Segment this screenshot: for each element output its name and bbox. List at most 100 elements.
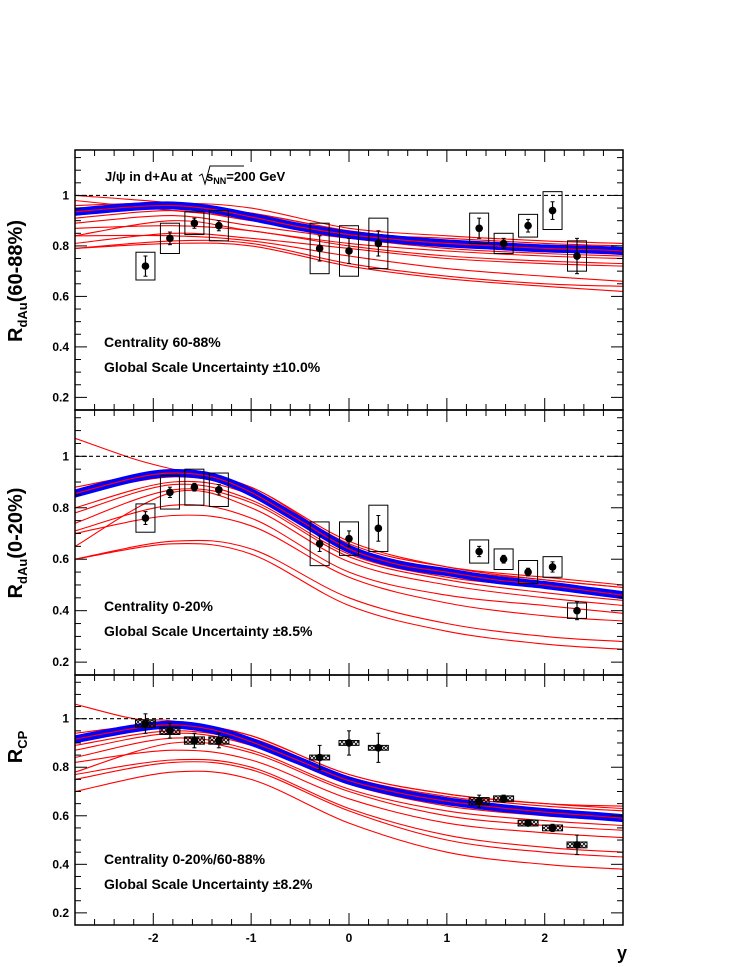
data-marker	[548, 206, 557, 215]
model-variation-curve	[75, 437, 623, 589]
x-tick-label: -2	[148, 931, 159, 945]
systematic-box	[368, 504, 389, 553]
sqrt-sign	[198, 165, 244, 186]
y-tick-label: 0.8	[52, 760, 69, 774]
model-curves-middle	[75, 437, 623, 650]
y-tick-label: 0.6	[52, 552, 69, 566]
data-point	[367, 732, 389, 763]
data-marker	[499, 239, 508, 248]
data-marker	[315, 753, 324, 762]
data-marker	[315, 539, 324, 548]
y-axis-label-sub: dAu	[15, 302, 30, 327]
panel-bottom: 0.2 0.4 0.6 0.8 1 Centrality 0-20%/60-88% Gl…	[5, 674, 624, 926]
systematic-box	[208, 472, 229, 507]
model-variation-curve	[75, 770, 623, 870]
data-marker	[141, 514, 150, 522]
y-axis-label-main: R	[5, 583, 27, 598]
x-axis-tick-labels: -2 -1 0 1 2	[148, 931, 548, 945]
model-variation-curve	[75, 488, 623, 601]
y-tick-label: 0.2	[52, 655, 69, 669]
data-marker	[215, 485, 223, 494]
data-marker	[499, 555, 508, 564]
y-axis-label-suffix: (60-88%)	[5, 220, 27, 302]
data-point	[493, 794, 515, 803]
data-point	[309, 222, 330, 275]
data-point	[469, 212, 490, 244]
data-marker	[524, 819, 532, 827]
annotation-uncertainty-bottom: Global Scale Uncertainty ±8.2%	[104, 876, 313, 892]
systematic-box	[135, 503, 156, 533]
y-axis-label-suffix: (0-20%)	[5, 488, 27, 559]
data-marker	[190, 736, 199, 745]
data-marker	[190, 483, 199, 491]
annotation-centrality-top: Centrality 60-88%	[104, 334, 221, 350]
data-point	[184, 468, 205, 506]
y-tick-label: 0.6	[52, 289, 69, 303]
data-point	[518, 213, 539, 238]
data-marker	[345, 739, 353, 747]
y-tick-label: 0.4	[52, 857, 69, 871]
model-variation-curve	[75, 504, 623, 614]
data-points-top	[135, 191, 588, 281]
data-marker	[524, 221, 532, 230]
data-point	[208, 210, 229, 242]
data-point	[493, 548, 514, 571]
x-tick-label: -1	[246, 931, 257, 945]
systematic-box	[518, 560, 539, 585]
axes-bottom: 0.2 0.4 0.6 0.8 1	[52, 674, 624, 926]
data-marker	[345, 247, 353, 255]
y-tick-label: 0.6	[52, 809, 69, 823]
data-marker	[166, 234, 174, 243]
model-band-curve	[75, 724, 623, 819]
data-point	[338, 730, 360, 756]
data-marker	[315, 244, 324, 253]
panel-middle: 0.2 0.4 0.6 0.8 1 Centrality 0-20% Global Sc…	[5, 409, 624, 676]
data-point	[339, 521, 359, 556]
systematic-box	[184, 468, 205, 506]
x-tick-label: 0	[346, 931, 353, 945]
annotation-centrality-middle: Centrality 0-20%	[104, 598, 213, 614]
data-marker	[475, 224, 483, 233]
systematic-box	[493, 232, 514, 254]
y-axis-label-sub: dAu	[15, 559, 30, 584]
data-point	[208, 472, 229, 507]
model-variation-curve	[75, 543, 623, 650]
model-variation-curve	[75, 737, 623, 827]
data-point	[493, 232, 514, 254]
header-prefix: J/ψ in d+Au at	[105, 169, 196, 184]
model-variation-curve	[75, 242, 623, 292]
data-points-middle	[135, 468, 588, 621]
header-text: J/ψ in d+Au at sNN=200 GeV	[105, 169, 286, 186]
y-tick-label: 1	[62, 188, 69, 202]
y-tick-label: 0.2	[52, 906, 69, 920]
data-point	[135, 503, 156, 533]
model-variation-curve	[75, 749, 623, 839]
data-point	[566, 834, 588, 856]
systematic-box	[339, 225, 359, 277]
data-marker	[374, 524, 383, 533]
y-tick-label: 1	[62, 449, 69, 463]
data-point	[183, 732, 205, 749]
data-marker	[573, 841, 581, 849]
y-axis-label-main: R	[5, 748, 27, 763]
y-tick-label: 0.4	[52, 340, 69, 354]
data-point	[208, 732, 230, 749]
model-variation-curve	[75, 761, 623, 858]
systematic-box	[469, 539, 490, 564]
data-marker	[190, 219, 199, 228]
data-point	[517, 819, 539, 827]
systematic-box	[542, 556, 563, 578]
data-marker	[573, 252, 581, 260]
systematic-box	[184, 211, 205, 236]
data-marker	[475, 547, 483, 556]
data-point	[134, 713, 156, 734]
data-point	[567, 237, 588, 275]
model-band-curve	[75, 472, 623, 596]
model-variation-curve	[75, 703, 623, 810]
systematic-box	[368, 217, 389, 270]
annotation-centrality-bottom: Centrality 0-20%/60-88%	[104, 851, 266, 867]
data-marker	[548, 563, 557, 571]
data-point	[518, 560, 539, 585]
header-sqrt-s: s	[206, 169, 213, 184]
